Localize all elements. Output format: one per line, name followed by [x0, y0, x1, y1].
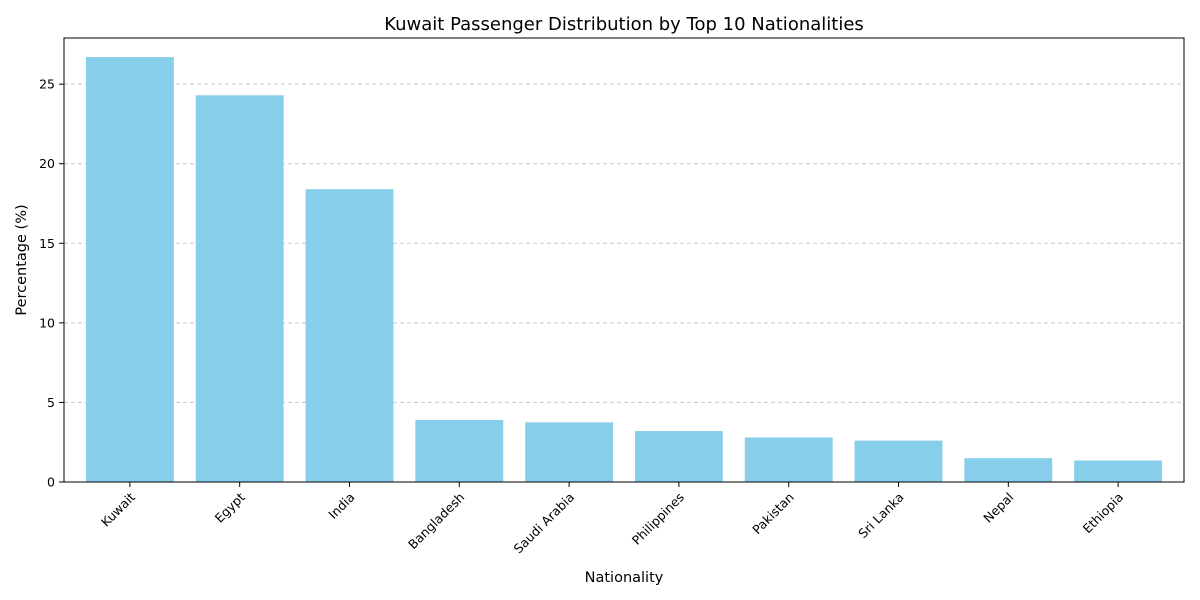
bar-ethiopia — [1074, 460, 1163, 482]
x-axis-ticks: Kuwait Egypt India Bangladesh Saudi Arabia Ph… — [98, 482, 1126, 556]
bar-india — [305, 189, 394, 482]
x-tick-label: India — [325, 490, 357, 522]
y-tick-label: 20 — [39, 156, 55, 171]
bar-philippines — [634, 431, 723, 482]
bar-bangladesh — [415, 419, 504, 482]
bars — [85, 57, 1163, 483]
bar-egypt — [195, 95, 284, 483]
gridlines — [64, 83, 1184, 403]
x-tick-label: Pakistan — [749, 490, 797, 538]
chart-title: Kuwait Passenger Distribution by Top 10 … — [384, 14, 864, 35]
x-tick-label: Egypt — [212, 489, 248, 525]
bar-pakistan — [744, 437, 833, 482]
x-tick-label: Philippines — [629, 490, 687, 548]
plot-frame — [63, 37, 1185, 483]
x-tick-label: Ethiopia — [1080, 490, 1127, 537]
y-axis-label: Percentage (%) — [14, 204, 30, 315]
y-axis-ticks: 0 5 10 15 20 25 — [39, 77, 64, 490]
y-tick-label: 25 — [39, 77, 55, 92]
bar-nepal — [964, 458, 1053, 482]
y-tick-label: 10 — [39, 315, 55, 330]
x-tick-label: Saudi Arabia — [511, 490, 578, 557]
x-tick-label: Bangladesh — [405, 490, 467, 552]
y-tick-label: 0 — [47, 475, 55, 490]
x-tick-label: Sri Lanka — [855, 490, 906, 541]
x-tick-label: Kuwait — [98, 489, 138, 529]
bar-kuwait — [85, 57, 174, 483]
y-tick-label: 5 — [47, 395, 55, 410]
y-tick-label: 15 — [39, 236, 55, 251]
x-tick-label: Nepal — [980, 490, 1016, 526]
bar-sri-lanka — [854, 440, 943, 482]
bar-saudi-arabia — [525, 422, 614, 482]
x-axis-label: Nationality — [585, 570, 664, 586]
